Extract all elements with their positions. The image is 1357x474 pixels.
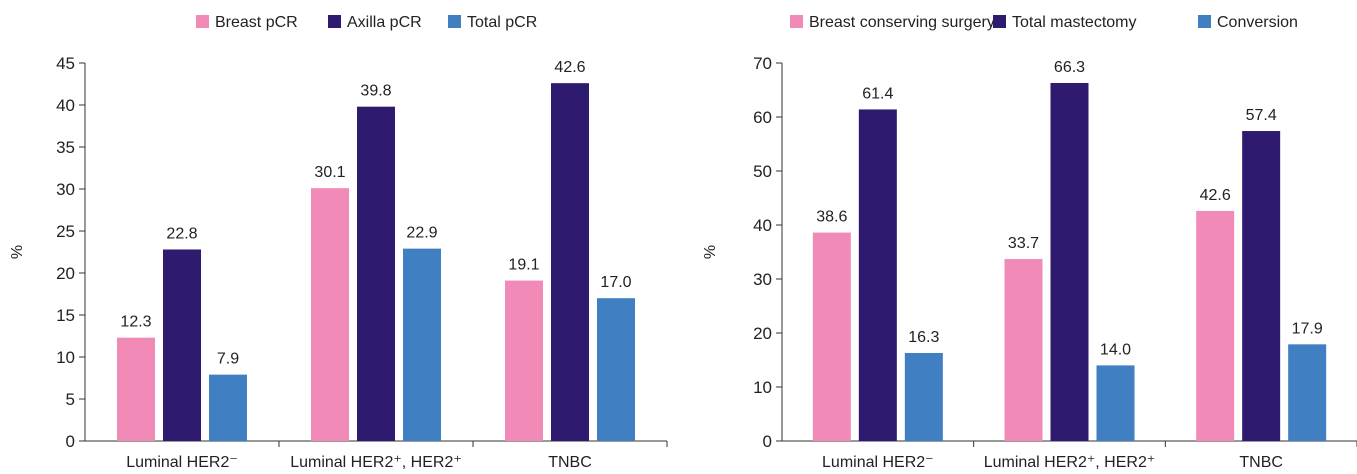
data-label: 19.1 [508, 257, 539, 274]
legend-swatch [448, 15, 461, 28]
bar [597, 298, 635, 441]
y-tick-label: 10 [753, 378, 772, 397]
y-tick-label: 0 [66, 432, 75, 451]
bar [1288, 344, 1327, 441]
legend-label: Total pCR [467, 14, 537, 31]
bar [858, 109, 897, 441]
bar [311, 188, 349, 441]
bar [1196, 210, 1235, 441]
data-label: 42.6 [554, 59, 585, 76]
legend-label: Total mastectomy [1012, 14, 1136, 31]
bar [551, 83, 589, 441]
bar [117, 337, 155, 441]
y-tick-label: 60 [753, 108, 772, 127]
bar [1096, 365, 1135, 441]
bar [163, 249, 201, 441]
y-tick-label: 25 [56, 222, 75, 241]
y-tick-label: 40 [753, 216, 772, 235]
data-label: 17.9 [1292, 320, 1323, 337]
y-tick-label: 40 [56, 96, 75, 115]
bar [505, 280, 543, 441]
y-tick-label: 30 [56, 180, 75, 199]
bar [403, 248, 441, 441]
y-tick-label: 20 [753, 324, 772, 343]
bar [1004, 259, 1043, 441]
y-axis-label: % [9, 245, 26, 259]
x-category-label: Luminal HER2⁺, HER2⁺ [290, 454, 462, 471]
y-tick-label: 20 [56, 264, 75, 283]
data-label: 16.3 [908, 329, 939, 346]
legend-swatch [1198, 15, 1211, 28]
legend-label: Conversion [1217, 14, 1298, 31]
data-label: 12.3 [120, 314, 151, 331]
data-label: 17.0 [600, 274, 631, 291]
bar [812, 232, 851, 441]
data-label: 22.9 [406, 225, 437, 242]
x-category-label: Luminal HER2⁻ [822, 454, 934, 471]
data-label: 30.1 [314, 164, 345, 181]
legend-swatch [196, 15, 209, 28]
bar [1050, 82, 1089, 441]
data-label: 14.0 [1100, 341, 1131, 358]
legend-swatch [993, 15, 1006, 28]
legend-swatch [328, 15, 341, 28]
data-label: 33.7 [1008, 235, 1039, 252]
bar [357, 106, 395, 442]
legend-label: Breast conserving surgery [809, 14, 995, 31]
y-tick-label: 5 [66, 390, 75, 409]
y-tick-label: 10 [56, 348, 75, 367]
legend-swatch [790, 15, 803, 28]
bar [209, 374, 247, 441]
legend-label: Axilla pCR [347, 14, 422, 31]
y-tick-label: 70 [753, 54, 772, 73]
bar [904, 352, 943, 441]
chart-2: Breast conserving surgery Total mastectom… [702, 14, 1357, 471]
y-tick-label: 30 [753, 270, 772, 289]
y-axis-label: % [702, 245, 719, 259]
data-label: 57.4 [1246, 107, 1277, 124]
y-tick-label: 15 [56, 306, 75, 325]
data-label: 66.3 [1054, 59, 1085, 76]
x-category-label: Luminal HER2⁻ [126, 454, 238, 471]
data-label: 42.6 [1200, 187, 1231, 204]
y-tick-label: 0 [763, 432, 772, 451]
x-category-label: Luminal HER2⁺, HER2⁺ [984, 454, 1156, 471]
data-label: 61.4 [862, 85, 893, 102]
data-label: 39.8 [360, 83, 391, 100]
chart-1: Breast pCR Axilla pCR Total pCR 0 5 10 15 20 25 3… [9, 14, 668, 471]
data-label: 22.8 [166, 225, 197, 242]
x-category-label: TNBC [1239, 454, 1283, 471]
y-tick-label: 50 [753, 162, 772, 181]
data-label: 38.6 [816, 209, 847, 226]
bar [1242, 131, 1281, 442]
data-label: 7.9 [217, 351, 239, 368]
x-category-label: TNBC [548, 454, 592, 471]
legend-label: Breast pCR [215, 14, 298, 31]
y-tick-label: 35 [56, 138, 75, 157]
y-tick-label: 45 [56, 54, 75, 73]
